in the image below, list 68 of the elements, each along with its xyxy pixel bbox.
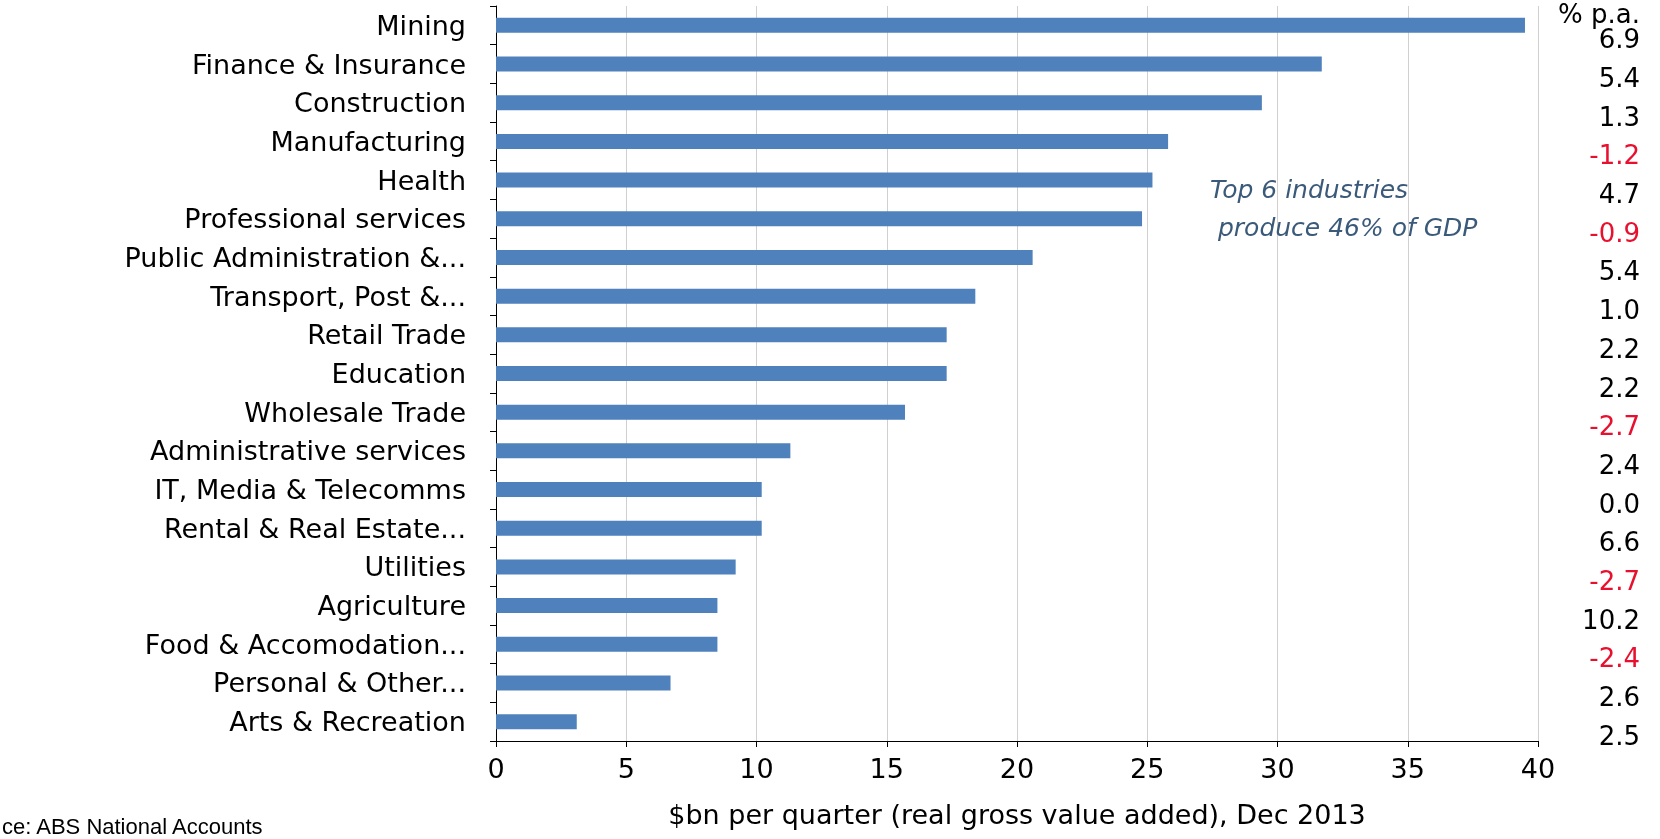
text: 1.0: [1598, 295, 1640, 326]
bar: [496, 482, 762, 498]
text: 2.2: [1598, 372, 1640, 403]
bar: [496, 288, 976, 304]
x-tick-label: 35: [1390, 753, 1425, 784]
x-tick-label: 20: [999, 753, 1035, 784]
bar: [496, 443, 791, 459]
text: 10.2: [1582, 604, 1640, 635]
y-tick-label: Health: [377, 164, 466, 196]
x-tick-label: 30: [1260, 753, 1295, 784]
bar: [496, 636, 718, 652]
text: 0.0: [1598, 488, 1640, 519]
text: 4.7: [1598, 179, 1640, 210]
bar: [496, 172, 1153, 188]
bar: [496, 327, 947, 343]
bar: [496, 366, 947, 381]
bar: [496, 559, 736, 575]
text: 1.3: [1598, 101, 1640, 132]
y-tick-label: Construction: [294, 87, 466, 119]
text: 2.5: [1598, 720, 1640, 751]
y-tick-label: Arts & Recreation: [229, 706, 466, 738]
x-tick-label: 5: [617, 753, 635, 784]
y-tick-label: Utilities: [364, 551, 466, 583]
y-tick-label: Professional services: [184, 203, 466, 235]
bar: [496, 133, 1169, 149]
text: ce: ABS National Accounts: [2, 813, 263, 839]
bar: [496, 17, 1525, 33]
text: -2.7: [1589, 411, 1640, 442]
x-tick-label: 10: [739, 753, 774, 784]
text: 6.6: [1598, 527, 1640, 558]
bar: [496, 714, 577, 730]
text: -0.9: [1589, 217, 1640, 248]
y-tick-label: Public Administration &...: [124, 241, 466, 273]
text: -1.2: [1589, 140, 1640, 171]
y-tick-label: Manufacturing: [270, 125, 466, 157]
y-tick-label: Agriculture: [317, 590, 466, 622]
x-axis-title: $bn per quarter (real gross value added), Dec 2013: [668, 799, 1366, 830]
y-tick-label: Personal & Other...: [213, 667, 466, 699]
y-tick-label: Administrative services: [150, 435, 466, 467]
bar: [496, 520, 762, 536]
x-tick-label: 25: [1130, 753, 1165, 784]
bar: [496, 249, 1033, 265]
y-tick-label: Education: [331, 358, 466, 389]
x-tick-label: 15: [869, 753, 904, 784]
y-tick-label: Transport, Post &...: [209, 280, 466, 312]
x-tick-label: 40: [1520, 753, 1556, 784]
bar: [496, 56, 1322, 72]
text: -2.4: [1589, 643, 1640, 674]
y-tick-label: Wholesale Trade: [244, 396, 466, 428]
bar: [496, 598, 718, 614]
y-tick-label: Rental & Real Estate...: [163, 512, 466, 544]
bar: [496, 675, 671, 691]
annotation: Top 6 industries produce 46% of GDP: [1210, 174, 1479, 242]
text: 2.2: [1598, 333, 1640, 364]
text: 5.4: [1598, 63, 1640, 94]
y-tick-label: Retail Trade: [307, 319, 466, 351]
text: 2.4: [1598, 449, 1640, 480]
bar: [496, 95, 1262, 111]
text: 5.4: [1598, 256, 1640, 287]
y-tick-label: Mining: [376, 9, 466, 41]
y-tick-label: Food & Accomodation...: [144, 628, 466, 660]
y-tick-label: IT, Media & Telecomms: [154, 474, 466, 506]
bar: [496, 211, 1143, 227]
bar: [496, 404, 905, 420]
text: 2.6: [1598, 681, 1640, 712]
x-tick-label: 0: [487, 753, 505, 784]
text: -2.7: [1589, 565, 1640, 596]
y-tick-label: Finance & Insurance: [192, 48, 466, 80]
